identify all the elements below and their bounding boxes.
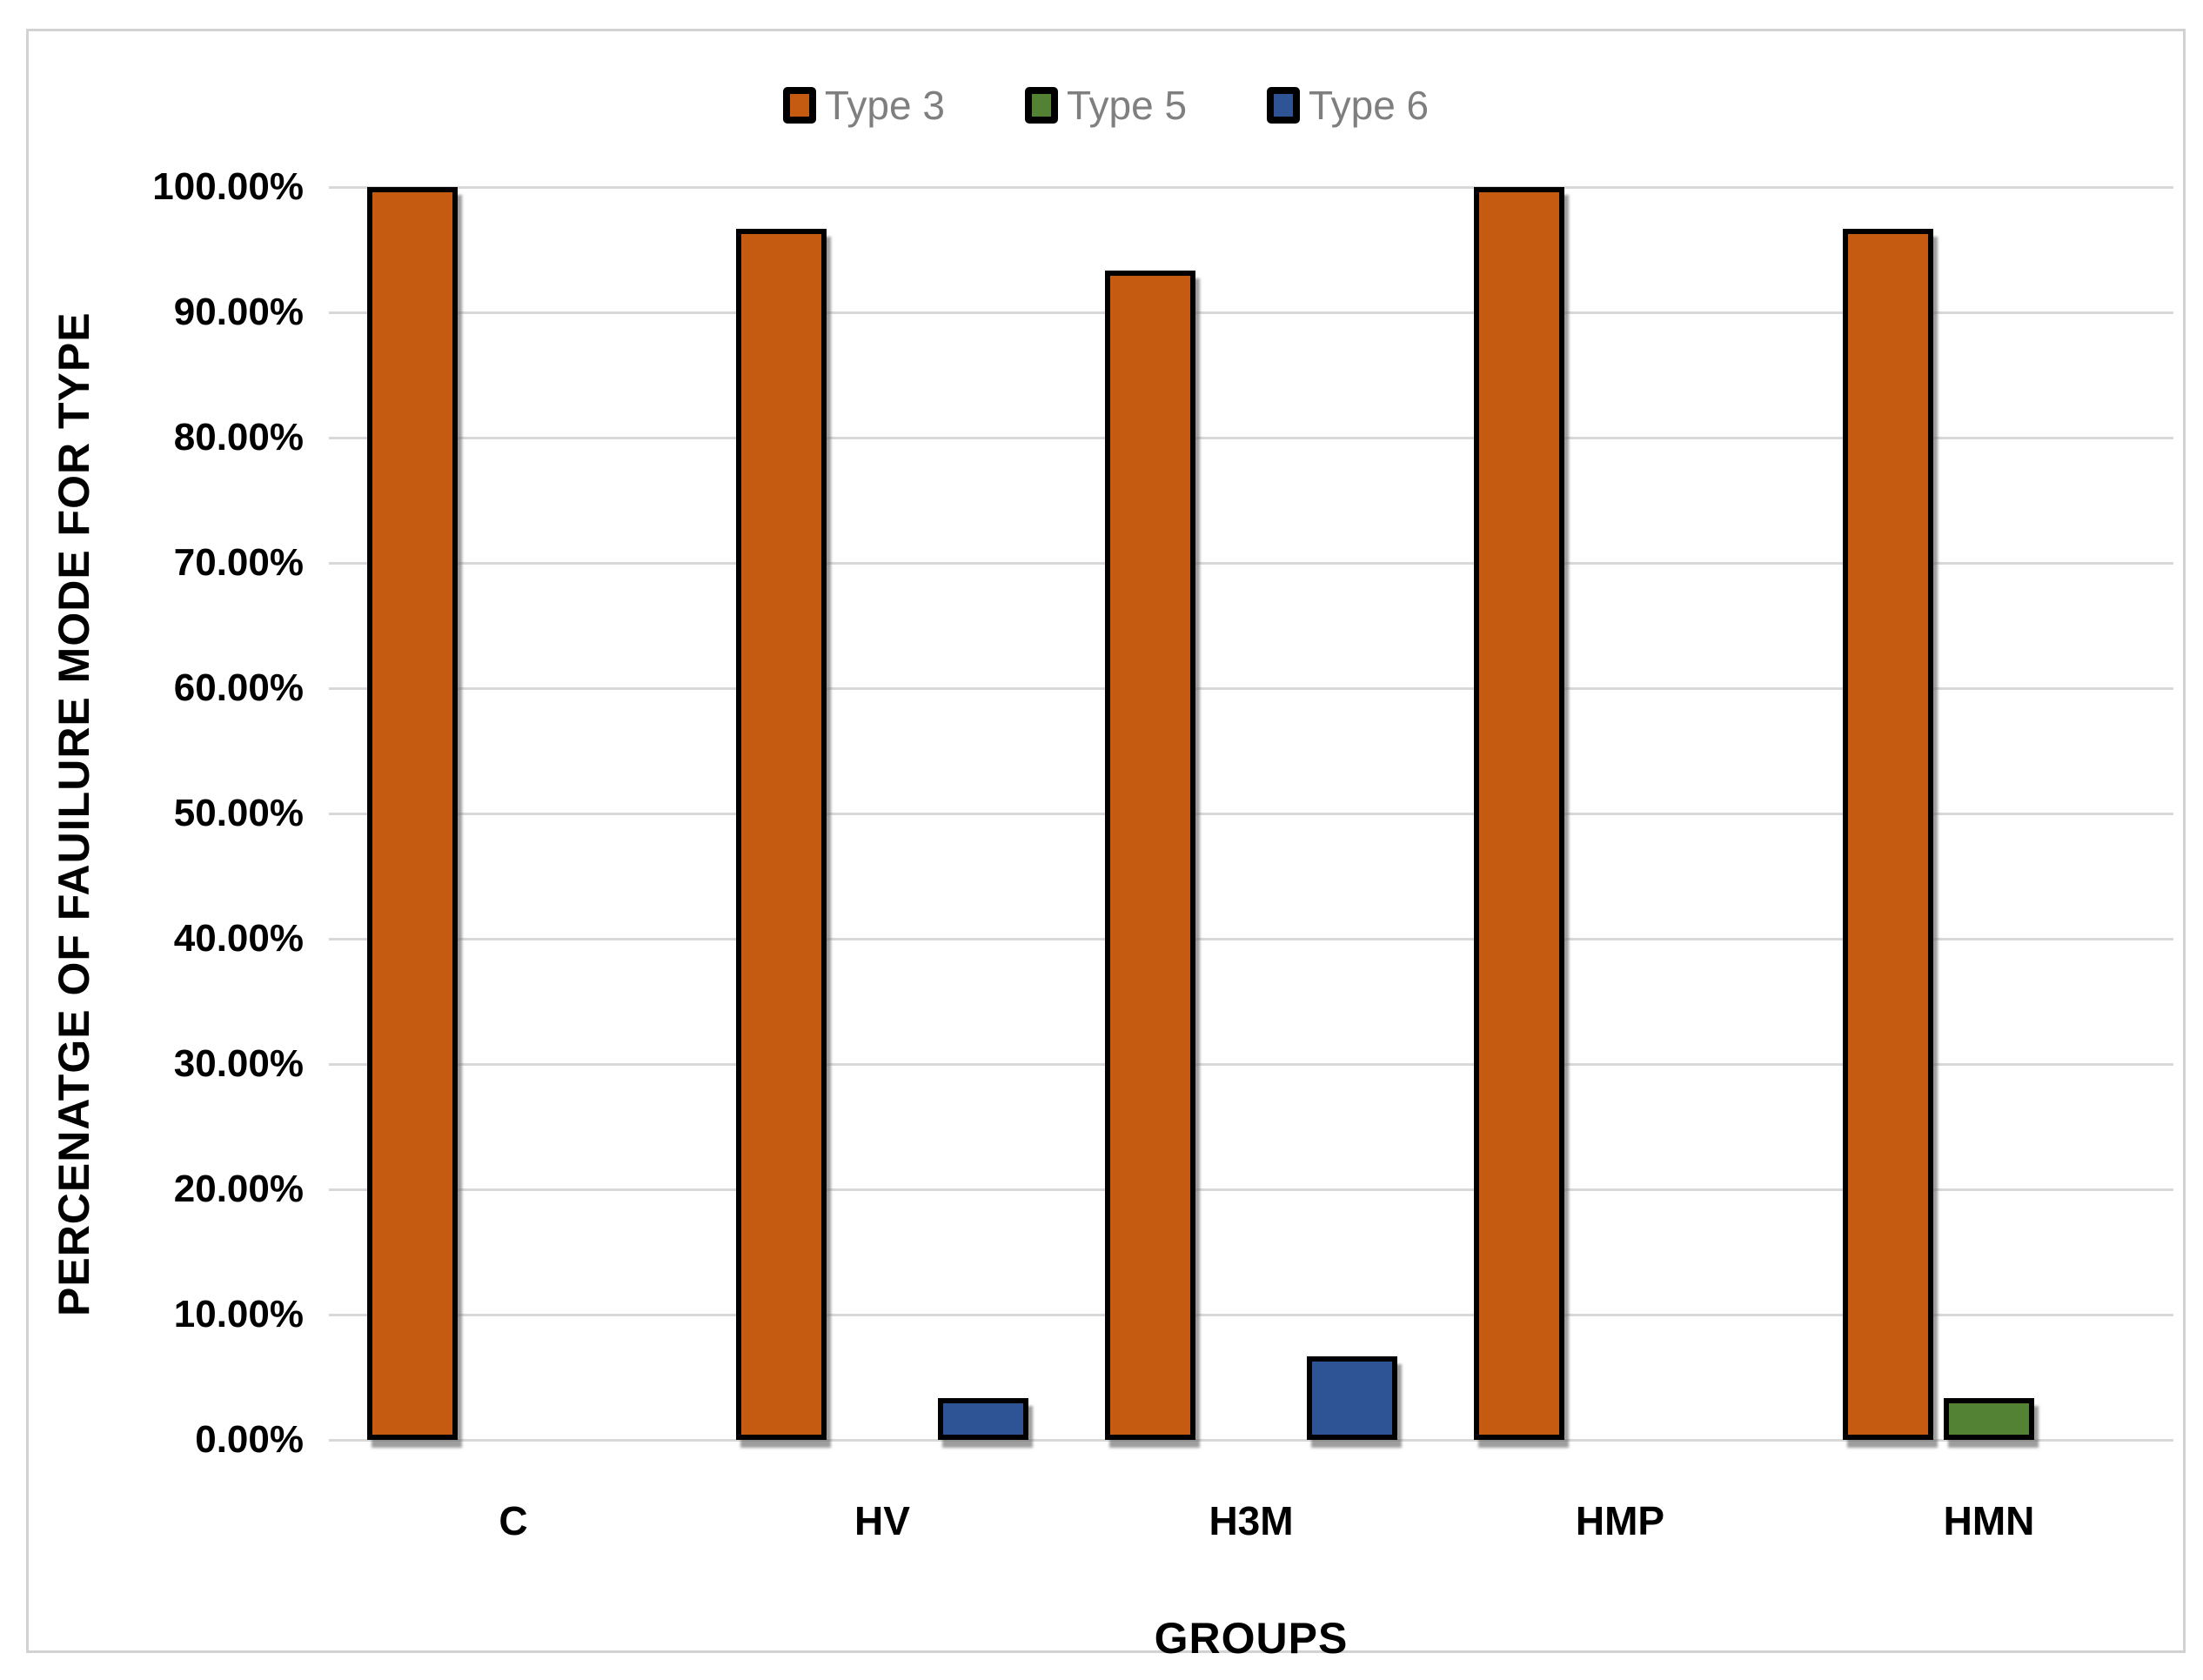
bar-slot xyxy=(1105,187,1195,1440)
y-tick-label: 50.00% xyxy=(173,792,304,834)
bar-slot xyxy=(1307,187,1397,1440)
bar-group-HMN xyxy=(1805,187,2173,1440)
y-tick-label: 20.00% xyxy=(173,1168,304,1210)
bar-type3-H3M xyxy=(1105,271,1195,1440)
bar-type6-HV xyxy=(938,1398,1028,1440)
chart-area: Type 3 Type 5 Type 6 PERCENATGE OF FAUILUR… xyxy=(26,29,2186,1663)
bar-group-HMP xyxy=(1436,187,1805,1440)
bar-slot xyxy=(367,187,458,1440)
y-tick-label: 100.00% xyxy=(152,165,304,208)
y-ticks: 0.00% 10.00% 20.00% 30.00% 40.00% 50.00% 60.00… xyxy=(29,165,316,1461)
bar-type3-HV xyxy=(736,228,827,1440)
legend: Type 3 Type 5 Type 6 xyxy=(29,85,2183,125)
legend-item-type5: Type 5 xyxy=(1024,83,1188,128)
bar-slot xyxy=(1575,187,1665,1440)
bar-slot xyxy=(1676,187,1766,1440)
gridline xyxy=(329,311,2173,314)
bar-slot xyxy=(569,187,660,1440)
x-category-label: HMN xyxy=(1943,1498,2035,1543)
bar-slot xyxy=(1944,187,2034,1440)
y-tick-label: 40.00% xyxy=(173,917,304,960)
bar-slot xyxy=(1843,187,1933,1440)
legend-label: Type 5 xyxy=(1066,83,1188,128)
gridline xyxy=(329,937,2173,940)
legend-label: Type 6 xyxy=(1309,83,1430,128)
y-tick-label: 60.00% xyxy=(173,666,304,709)
x-category-label: C xyxy=(499,1498,528,1543)
x-category-label: HV xyxy=(854,1498,910,1543)
y-tick-label: 90.00% xyxy=(173,291,304,333)
bar-slot xyxy=(2045,187,2135,1440)
legend-item-type6: Type 6 xyxy=(1267,85,1429,125)
bar-slot xyxy=(837,187,927,1440)
x-category-label: H3M xyxy=(1209,1498,1294,1543)
gridline xyxy=(329,812,2173,815)
plot-area xyxy=(329,185,2173,1442)
gridline xyxy=(329,1313,2173,1316)
y-tick-label: 30.00% xyxy=(173,1042,304,1085)
gridline xyxy=(329,1188,2173,1191)
gridline xyxy=(329,1062,2173,1066)
y-tick-label: 10.00% xyxy=(173,1293,304,1335)
gridline xyxy=(329,436,2173,439)
bar-slot xyxy=(938,187,1028,1440)
bar-slot xyxy=(736,187,827,1440)
bar-type3-HMP xyxy=(1474,187,1564,1440)
bar-type6-H3M xyxy=(1307,1355,1397,1440)
x-axis-title: GROUPS xyxy=(1154,1614,1349,1663)
y-tick-label: 80.00% xyxy=(173,416,304,458)
bar-type5-HMN xyxy=(1944,1398,2034,1440)
gridline xyxy=(329,185,2173,189)
legend-swatch-icon xyxy=(1267,87,1301,124)
gridline xyxy=(329,686,2173,690)
y-tick-label: 0.00% xyxy=(195,1418,304,1461)
legend-swatch-icon xyxy=(782,87,816,124)
bar-slot xyxy=(1474,187,1564,1440)
bar-type3-HMN xyxy=(1843,228,1933,1440)
bar-group-H3M xyxy=(1067,187,1436,1440)
bars-row xyxy=(329,187,2173,1440)
bar-slot xyxy=(1206,187,1296,1440)
y-tick-label: 70.00% xyxy=(173,541,304,584)
bar-slot xyxy=(468,187,559,1440)
bar-group-HV xyxy=(698,187,1067,1440)
x-labels: C HV H3M HMP HMN xyxy=(329,1497,2173,1544)
legend-item-type3: Type 3 xyxy=(782,83,945,128)
legend-label: Type 3 xyxy=(824,83,945,128)
x-category-label: HMP xyxy=(1575,1498,1665,1543)
gridline xyxy=(329,1438,2173,1442)
gridline xyxy=(329,561,2173,565)
bar-group-C xyxy=(329,187,698,1440)
legend-swatch-icon xyxy=(1024,87,1058,124)
bar-type3-C xyxy=(367,187,458,1440)
